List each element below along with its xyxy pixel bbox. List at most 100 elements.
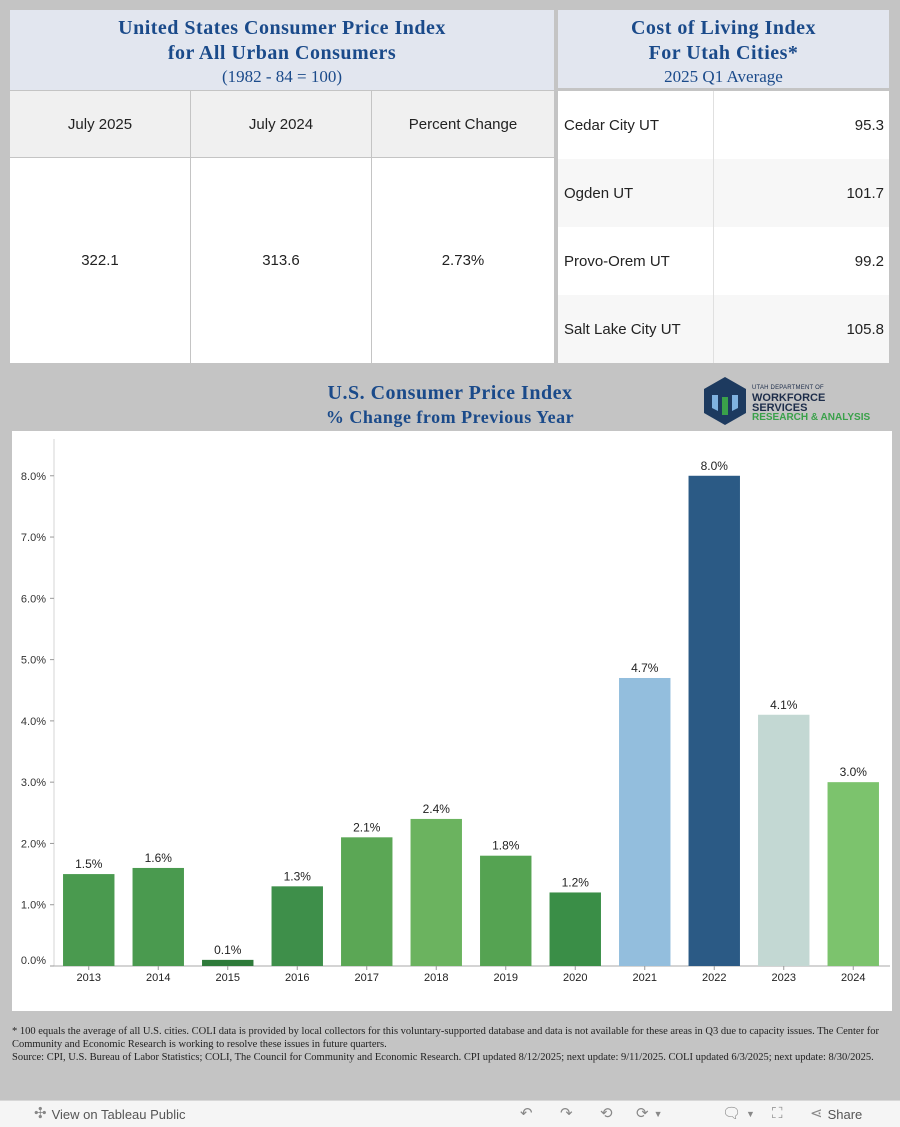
bar-value-label: 4.1% <box>770 698 798 712</box>
cpi-title-line2: for All Urban Consumers <box>167 42 397 64</box>
footnote-note: * 100 equals the average of all U.S. cit… <box>12 1026 879 1050</box>
coli-row[interactable]: Cedar City UT 95.3 <box>558 91 889 159</box>
bar <box>132 867 184 966</box>
refresh-button[interactable]: ⟳ ▼ <box>636 1106 663 1122</box>
cpi-column-current[interactable]: July 2025 322.1 <box>10 91 191 363</box>
bar-value-label: 4.7% <box>631 661 659 675</box>
logo-line1: UTAH DEPARTMENT OF <box>752 385 824 391</box>
x-tick-label: 2019 <box>494 972 518 984</box>
bar <box>410 818 462 966</box>
view-on-tableau-link[interactable]: ✣ View on Tableau Public <box>34 1106 186 1122</box>
x-tick-label: 2018 <box>424 972 448 984</box>
coli-city: Provo-Orem UT <box>558 227 714 295</box>
bar <box>827 782 879 966</box>
cpi-value-current: 322.1 <box>81 251 119 269</box>
bar <box>549 892 601 966</box>
x-tick-label: 2014 <box>146 972 170 984</box>
bar-value-label: 1.3% <box>284 869 312 883</box>
share-icon: ⋖ <box>810 1105 823 1122</box>
tableau-toolbar: ✣ View on Tableau Public ↶ ↷ ⟲ ⟳ ▼ 🗨 ▼ ⛶ ⋖… <box>0 1100 900 1127</box>
cpi-title-line3: (1982 - 84 = 100) <box>221 67 343 86</box>
y-tick-label: 0.0% <box>21 955 46 967</box>
bar <box>202 959 254 966</box>
y-tick-label: 5.0% <box>21 655 46 667</box>
dws-logo-icon <box>704 377 746 425</box>
tableau-logo-icon: ✣ <box>34 1105 47 1122</box>
cpi-title-line1: United States Consumer Price Index <box>118 17 446 39</box>
dws-logo: UTAH DEPARTMENT OF WORKFORCE SERVICES RE… <box>702 375 892 427</box>
revert-icon: ⟲ <box>600 1105 613 1122</box>
bar <box>480 855 532 966</box>
footnote-source: Source: CPI, U.S. Bureau of Labor Statis… <box>12 1052 874 1063</box>
x-tick-label: 2017 <box>355 972 379 984</box>
logo-line3: SERVICES <box>752 402 808 414</box>
cpi-header-current: July 2025 <box>10 91 190 158</box>
revert-button[interactable]: ⟲ <box>600 1106 613 1122</box>
cpi-bar-chart: 0.0% 1.0% 2.0% 3.0% 4.0% 5.0% 6.0% 7.0% 8.0% 1.5%… <box>12 431 892 1011</box>
redo-button[interactable]: ↷ <box>560 1106 573 1122</box>
chart-svg: 0.0% 1.0% 2.0% 3.0% 4.0% 5.0% 6.0% 7.0% 8.0% 1.5%… <box>21 439 890 984</box>
coli-panel-header: Cost of Living Index For Utah Cities* 20… <box>558 10 889 88</box>
y-tick-label: 1.0% <box>21 900 46 912</box>
coli-value: 101.7 <box>846 184 884 202</box>
coli-city: Cedar City UT <box>558 91 714 159</box>
coli-row[interactable]: Provo-Orem UT 99.2 <box>558 227 889 295</box>
bar-value-label: 1.5% <box>75 857 103 871</box>
y-tick-label: 3.0% <box>21 777 46 789</box>
undo-icon: ↶ <box>520 1105 533 1122</box>
x-tick-label: 2022 <box>702 972 726 984</box>
bar <box>63 874 115 966</box>
bar-value-label: 1.8% <box>492 839 520 853</box>
logo-line4: RESEARCH & ANALYSIS <box>752 412 871 423</box>
coli-title-line1: Cost of Living Index <box>630 17 817 39</box>
comment-icon: 🗨 <box>722 1105 742 1122</box>
cpi-panel-header: United States Consumer Price Index for A… <box>10 10 554 90</box>
fullscreen-icon: ⛶ <box>772 1105 783 1122</box>
x-tick-label: 2015 <box>216 972 240 984</box>
cpi-header-previous: July 2024 <box>191 91 371 158</box>
logo-line2: WORKFORCE <box>752 392 826 404</box>
bar-value-label: 2.1% <box>353 820 381 834</box>
coli-city: Salt Lake City UT <box>558 295 714 363</box>
y-tick-label: 2.0% <box>21 838 46 850</box>
coli-value: 95.3 <box>854 116 884 134</box>
dws-logo-text: UTAH DEPARTMENT OF WORKFORCE SERVICES RE… <box>752 383 870 423</box>
bar <box>758 714 810 966</box>
share-button[interactable]: ⋖ Share <box>810 1106 862 1122</box>
x-tick-label: 2016 <box>285 972 309 984</box>
x-tick-label: 2023 <box>772 972 796 984</box>
bar <box>271 886 323 966</box>
fullscreen-button[interactable]: ⛶ <box>772 1106 783 1122</box>
cpi-column-previous[interactable]: July 2024 313.6 <box>191 91 372 363</box>
cpi-value-previous: 313.6 <box>262 251 300 269</box>
y-tick-label: 4.0% <box>21 716 46 728</box>
x-tick-label: 2021 <box>633 972 657 984</box>
coli-row[interactable]: Salt Lake City UT 105.8 <box>558 295 889 363</box>
cpi-column-change[interactable]: Percent Change 2.73% <box>372 91 554 363</box>
refresh-icon: ⟳ <box>636 1105 649 1122</box>
footnote: * 100 equals the average of all U.S. cit… <box>12 1025 892 1064</box>
coli-city: Ogden UT <box>558 159 714 227</box>
bar-value-label: 3.0% <box>840 765 868 779</box>
undo-button[interactable]: ↶ <box>520 1106 533 1122</box>
bar <box>688 475 740 966</box>
y-tick-label: 6.0% <box>21 593 46 605</box>
bar-value-label: 2.4% <box>423 802 451 816</box>
bar-value-label: 8.0% <box>701 459 729 473</box>
caret-down-icon: ▼ <box>653 1109 663 1119</box>
chart-title: U.S. Consumer Price Index % Change from … <box>250 381 650 429</box>
chart-title-main: U.S. Consumer Price Index <box>327 382 573 404</box>
bar-value-label: 1.6% <box>145 851 173 865</box>
cpi-value-change: 2.73% <box>441 251 485 269</box>
y-tick-label: 7.0% <box>21 532 46 544</box>
bar-value-label: 0.1% <box>214 943 242 957</box>
comment-button[interactable]: 🗨 ▼ <box>722 1106 755 1122</box>
chart-subtitle: % Change from Previous Year <box>325 407 575 427</box>
x-tick-label: 2024 <box>841 972 865 984</box>
share-label: Share <box>827 1106 863 1122</box>
coli-table: Cedar City UT 95.3 Ogden UT 101.7 Provo-… <box>558 91 889 363</box>
bar <box>341 837 393 966</box>
coli-title-line2: For Utah Cities* <box>648 42 799 64</box>
coli-title-line3: 2025 Q1 Average <box>664 67 783 86</box>
coli-row[interactable]: Ogden UT 101.7 <box>558 159 889 227</box>
